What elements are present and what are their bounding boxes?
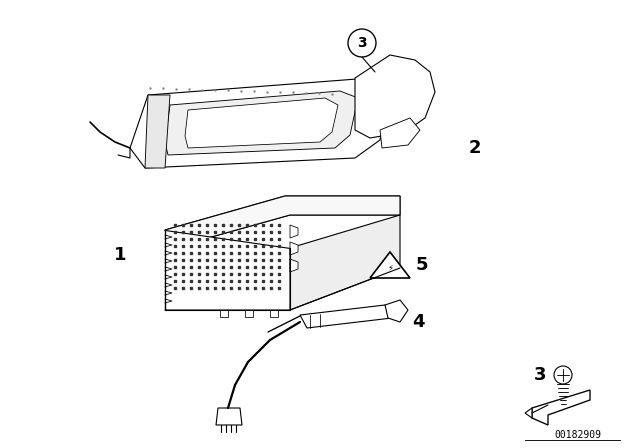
Polygon shape (355, 55, 435, 138)
Polygon shape (290, 242, 298, 255)
Circle shape (554, 366, 572, 384)
Polygon shape (185, 98, 338, 148)
Polygon shape (290, 259, 298, 272)
Polygon shape (385, 300, 408, 322)
Polygon shape (165, 196, 400, 248)
Text: 2: 2 (468, 139, 481, 157)
Text: ⚡: ⚡ (387, 263, 393, 272)
Polygon shape (145, 95, 170, 168)
Polygon shape (130, 78, 390, 168)
Text: 00182909: 00182909 (554, 430, 602, 440)
Circle shape (348, 29, 376, 57)
Circle shape (397, 80, 413, 96)
Polygon shape (216, 408, 242, 425)
Polygon shape (165, 91, 358, 155)
Circle shape (401, 84, 409, 92)
Text: 4: 4 (412, 313, 424, 331)
Polygon shape (532, 390, 590, 425)
Circle shape (158, 141, 172, 155)
Polygon shape (525, 408, 532, 418)
Text: 1: 1 (114, 246, 126, 264)
Polygon shape (290, 225, 298, 238)
Polygon shape (220, 310, 228, 317)
Circle shape (344, 134, 351, 142)
Polygon shape (290, 215, 400, 310)
Polygon shape (165, 196, 400, 248)
Circle shape (389, 109, 401, 121)
Text: 5: 5 (416, 256, 428, 274)
Circle shape (341, 131, 355, 145)
Text: 3: 3 (357, 36, 367, 50)
Polygon shape (370, 252, 410, 278)
Polygon shape (380, 118, 420, 148)
Polygon shape (270, 310, 278, 317)
Text: 3: 3 (534, 366, 547, 384)
Circle shape (161, 145, 168, 151)
Polygon shape (165, 230, 290, 310)
Polygon shape (300, 305, 392, 328)
Polygon shape (245, 310, 253, 317)
Circle shape (392, 112, 398, 118)
